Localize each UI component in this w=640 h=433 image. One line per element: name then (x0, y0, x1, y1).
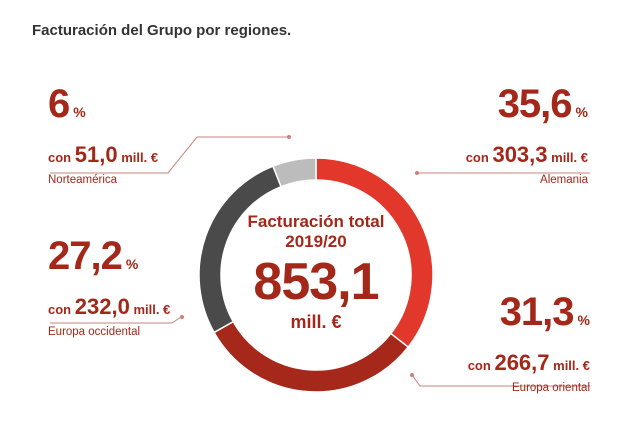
total-value: 853,1 (253, 253, 379, 311)
page-title: Facturación del Grupo por regiones. (32, 22, 292, 39)
label-alemania: 35,6% con 303,3 mill. € Alemania (465, 82, 588, 186)
pct-value: 35,6 (497, 82, 573, 126)
region-name: Europa oriental (512, 382, 590, 394)
label-europa-occidental: 27,2% con 232,0 mill. € Europa occidenta… (48, 234, 171, 338)
label-norteamerica: 6% con 51,0 mill. € Norteamérica (48, 82, 159, 186)
leader-lines (50, 135, 590, 387)
total-center: Facturación total 2019/20 853,1 mill. € (236, 212, 396, 333)
pct-value: 6 (48, 82, 70, 126)
amount-value: 303,3 (492, 142, 548, 167)
region-name: Alemania (540, 174, 588, 186)
leader-line-europa-oriental (411, 374, 590, 387)
donut-segment-norteamérica (271, 157, 317, 188)
pct-value: 27,2 (48, 234, 123, 278)
region-name: Europa occidental (48, 326, 141, 338)
total-unit: mill. € (290, 312, 342, 332)
leader-line-norteamerica (50, 136, 288, 174)
amount-value: 266,7 (494, 350, 550, 375)
total-period: 2019/20 (285, 232, 347, 251)
leader-line-europa-occidental (50, 316, 182, 324)
amount-value: 51,0 (74, 142, 118, 167)
pct-value: 31,3 (499, 290, 575, 334)
total-label: Facturación total (247, 212, 385, 231)
region-name: Norteamérica (48, 174, 118, 186)
label-europa-oriental: 31,3% con 266,7 mill. € Europa oriental (467, 290, 590, 394)
amount-value: 232,0 (74, 294, 130, 319)
